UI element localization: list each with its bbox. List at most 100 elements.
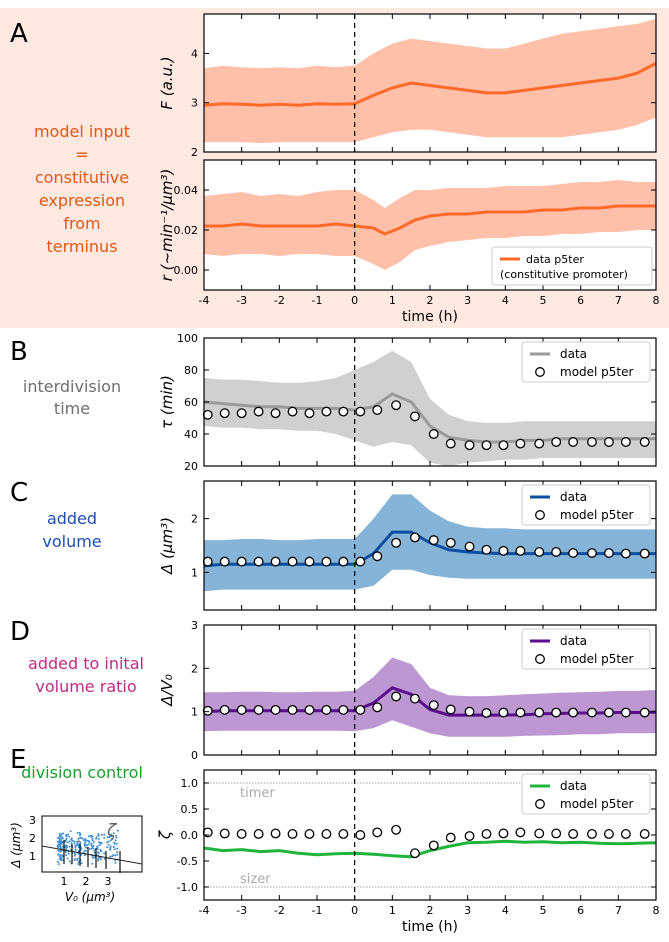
panel-b-description: interdivision time xyxy=(23,377,121,418)
reference-line-label: timer xyxy=(240,786,275,801)
model-point xyxy=(498,545,509,556)
inset-point xyxy=(70,837,73,840)
inset-point xyxy=(96,846,99,849)
y-tick-label: 60 xyxy=(184,396,198,409)
model-point xyxy=(270,704,281,715)
model-point xyxy=(304,704,315,715)
inset-point xyxy=(83,854,86,857)
inset-ytick: 2 xyxy=(29,832,36,845)
panel-letter-b: B xyxy=(10,337,28,367)
inset-point xyxy=(97,834,100,837)
model-point xyxy=(568,707,579,718)
panel-c-text-line: volume xyxy=(42,532,101,551)
model-point xyxy=(620,707,631,718)
inset-point xyxy=(99,858,102,861)
series-line xyxy=(203,392,656,444)
inset-point xyxy=(77,857,79,860)
inset-point xyxy=(84,850,87,852)
model-point xyxy=(321,556,332,567)
inset-point xyxy=(65,837,68,840)
inset-point xyxy=(60,836,63,839)
y-tick-label: 2 xyxy=(191,513,198,526)
model-point xyxy=(202,705,213,716)
x-tick-label: 1 xyxy=(389,904,396,917)
model-point xyxy=(338,406,349,417)
y-tick-label: 0.0 xyxy=(181,829,199,842)
model-point xyxy=(428,840,439,851)
inset-point xyxy=(92,844,95,847)
inset-point xyxy=(116,851,118,854)
panel-a-text-line: model input xyxy=(34,122,130,141)
model-point xyxy=(620,437,631,447)
inset-point xyxy=(87,843,90,846)
model-point xyxy=(409,848,420,859)
inset-point xyxy=(77,840,80,843)
model-point xyxy=(355,406,366,417)
x-tick-label: 6 xyxy=(577,904,584,917)
x-tick-label: 7 xyxy=(615,904,622,917)
inset-point xyxy=(105,841,108,844)
model-point xyxy=(236,556,247,567)
inset-point xyxy=(88,841,91,844)
inset-scatter: ζ 1 2 3 1 2 3 V₀ (μm³) Δ (μm³) xyxy=(9,814,143,904)
x-tick-label: 1 xyxy=(389,294,396,307)
legend-marker xyxy=(535,510,545,520)
inset-point xyxy=(59,858,62,861)
chart-a2: 0.00 0.02 0.04 -4 -3 -2 -1 0 1 2 3 4 5 6 7 8 time (h) r (… xyxy=(158,159,660,325)
inset-xtick: 2 xyxy=(83,875,90,888)
legend-label: data xyxy=(560,634,587,648)
y-axis-label: r (~min⁻¹/μm³) xyxy=(158,169,176,282)
inset-point xyxy=(68,845,71,848)
inset-point xyxy=(116,829,119,832)
inset-point xyxy=(70,842,73,845)
inset-point xyxy=(99,842,102,845)
inset-point xyxy=(60,841,63,844)
inset-point xyxy=(106,836,109,839)
chart-d: 0 1 2 3 Δ/V₀ data model p5ter xyxy=(158,619,657,762)
model-point xyxy=(551,707,562,718)
model-point xyxy=(464,440,475,451)
y-tick-label: 2 xyxy=(191,146,198,159)
inset-point xyxy=(77,860,80,863)
inset-point xyxy=(92,841,95,843)
model-point xyxy=(498,828,509,839)
inset-point xyxy=(84,842,87,845)
panel-d-text-line: volume ratio xyxy=(35,677,136,696)
legend-box xyxy=(521,341,651,383)
inset-fit-line xyxy=(41,845,143,865)
panel-a-text-line: = xyxy=(75,145,88,164)
inset-point xyxy=(57,863,60,866)
model-point xyxy=(202,409,213,420)
series-band xyxy=(204,350,656,466)
panel-c-description: added volume xyxy=(42,509,101,551)
model-point xyxy=(219,704,230,715)
inset-xlabel: V₀ (μm³) xyxy=(65,890,115,904)
inset-point xyxy=(91,835,94,838)
model-point xyxy=(236,408,247,419)
panel-letter-e: E xyxy=(10,745,26,775)
model-point xyxy=(428,535,439,546)
model-point xyxy=(534,547,545,557)
inset-point xyxy=(78,832,81,834)
model-point xyxy=(568,829,579,839)
inset-point xyxy=(84,840,87,843)
x-tick-label: 3 xyxy=(464,904,471,917)
inset-point xyxy=(97,851,100,854)
inset-point xyxy=(98,856,101,859)
inset-ylabel: Δ (μm³) xyxy=(9,822,23,869)
inset-point xyxy=(113,842,116,845)
y-tick-label: 0.00 xyxy=(174,264,199,277)
inset-point xyxy=(68,835,71,838)
model-point xyxy=(534,707,545,718)
model-point xyxy=(253,829,264,839)
inset-point xyxy=(83,844,86,847)
inset-point xyxy=(68,860,71,863)
inset-point xyxy=(87,840,90,843)
inset-point xyxy=(112,845,115,848)
model-point xyxy=(445,438,456,449)
legend-marker xyxy=(535,799,545,809)
model-point xyxy=(355,704,366,715)
panel-a-text-line: expression xyxy=(39,191,125,210)
y-tick-label: 100 xyxy=(177,332,198,345)
